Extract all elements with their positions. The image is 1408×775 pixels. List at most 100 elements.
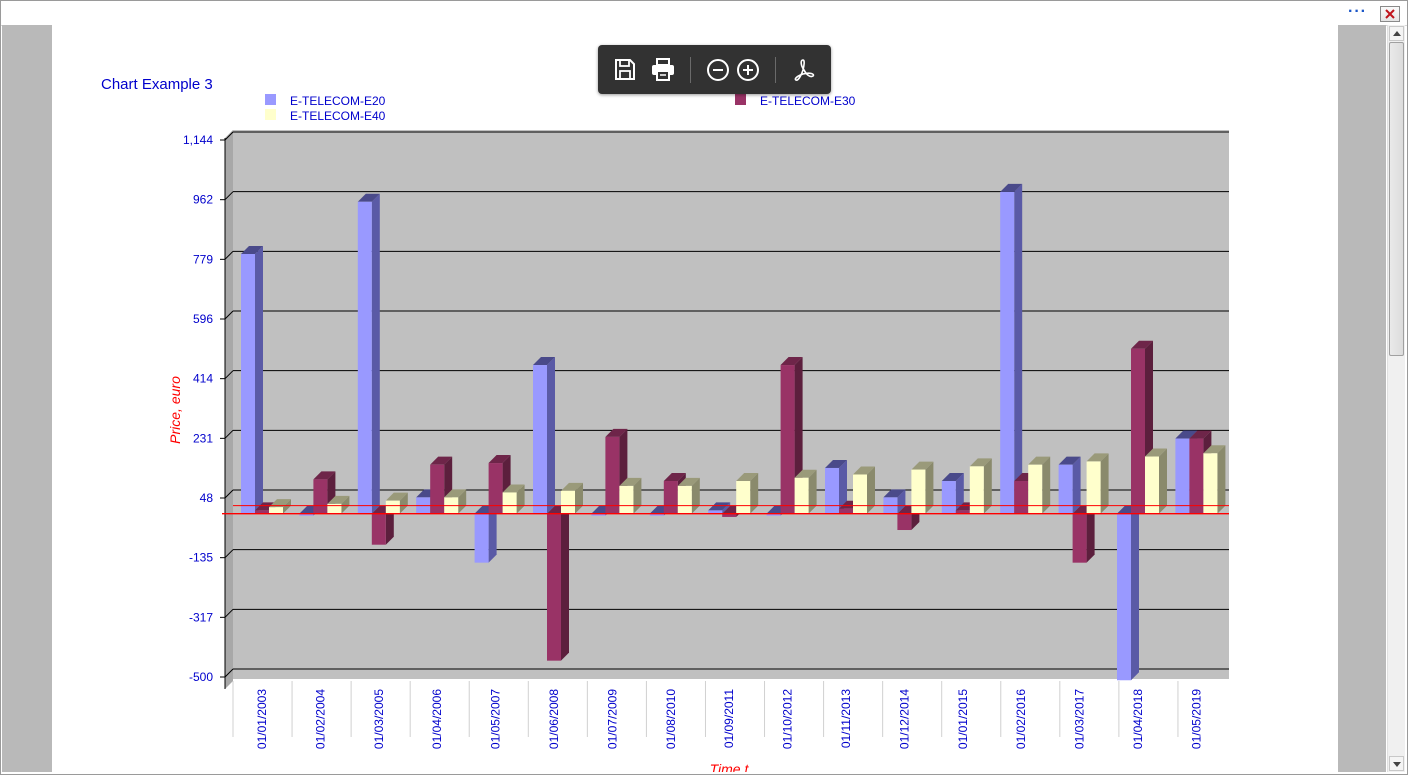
zoom-in-button[interactable]	[735, 57, 761, 83]
bar	[1000, 183, 1023, 514]
bar-top	[941, 473, 964, 482]
bar-top	[1145, 448, 1167, 457]
save-button[interactable]	[612, 57, 638, 83]
bar-side	[1131, 505, 1139, 681]
close-button[interactable]	[1380, 6, 1400, 22]
x-tick-label: 01/12/2014	[897, 689, 911, 749]
bar-front	[736, 481, 751, 514]
bar-top	[1086, 453, 1109, 462]
bar-front	[1058, 464, 1073, 514]
bar-top	[825, 459, 847, 468]
bar	[327, 495, 350, 514]
bar	[1086, 453, 1109, 514]
viewer-toolbar	[598, 45, 831, 94]
y-tick-label: 962	[193, 193, 213, 207]
x-tick-label: 01/04/2006	[430, 689, 444, 749]
bar-top	[1203, 445, 1226, 454]
bar-side	[255, 245, 263, 514]
bar-front	[357, 201, 372, 514]
scroll-thumb[interactable]	[1389, 42, 1404, 356]
bar-top	[969, 458, 992, 467]
bar-front	[897, 513, 912, 531]
bar-top	[444, 489, 467, 498]
bar	[969, 458, 992, 514]
bar-side	[750, 473, 759, 514]
x-tick-label: 01/03/2017	[1073, 689, 1087, 749]
bar-side	[1086, 505, 1095, 563]
bar	[385, 492, 408, 514]
bar-top	[663, 473, 686, 482]
y-tick-label: 414	[193, 372, 213, 386]
bar-top	[677, 477, 700, 486]
bar-side	[808, 469, 817, 514]
gridline-depth	[224, 549, 234, 559]
chart-title: Chart Example 3	[101, 76, 213, 93]
bar-side	[1014, 183, 1023, 514]
bar-top	[708, 502, 731, 511]
bar-side	[385, 505, 394, 545]
more-options-icon[interactable]: ···	[1348, 3, 1367, 20]
bar-front	[1117, 513, 1131, 681]
bar-front	[825, 467, 839, 514]
bar-side	[561, 505, 569, 661]
bar-side	[983, 458, 992, 514]
legend-swatch	[265, 94, 276, 105]
plot-background	[233, 130, 1229, 679]
bar-front	[371, 513, 386, 545]
toolbar-separator	[775, 57, 776, 83]
x-tick-label: 01/10/2012	[781, 689, 795, 749]
bar-front	[649, 513, 664, 516]
gridline-depth	[224, 668, 234, 678]
bar-front	[313, 479, 328, 514]
bar-front	[255, 510, 269, 514]
gridline-depth	[224, 310, 234, 320]
bar-front	[385, 500, 400, 514]
bar-front	[1014, 481, 1029, 514]
legend-label: E-TELECOM-E40	[290, 109, 386, 123]
y-tick-label: 596	[193, 312, 213, 326]
bar-front	[839, 508, 853, 514]
bar-front	[1072, 513, 1087, 563]
x-tick-label: 01/08/2010	[664, 689, 678, 749]
bar	[533, 357, 555, 514]
y-tick-label: 779	[193, 252, 213, 266]
bar-front	[766, 513, 781, 516]
bar-side	[897, 489, 906, 514]
bar	[1203, 445, 1226, 514]
gridline-depth	[224, 429, 234, 439]
vertical-scrollbar[interactable]	[1387, 25, 1405, 772]
scroll-up-button[interactable]	[1389, 26, 1404, 41]
bar-top	[502, 484, 525, 493]
legend-swatch	[735, 94, 746, 105]
bar-top	[385, 492, 408, 501]
bar-front	[677, 485, 692, 514]
save-icon	[615, 59, 635, 80]
chart-legend: E-TELECOM-E20 E-TELECOM-E30 E-TELECOM-E40	[265, 94, 856, 123]
scroll-down-button[interactable]	[1389, 756, 1404, 771]
bar-side	[691, 477, 700, 514]
title-bar: ···	[1, 1, 1407, 26]
plot-side-wall	[225, 130, 233, 689]
bar-side	[399, 492, 408, 514]
bar-front	[708, 510, 723, 514]
bar-front	[663, 481, 678, 514]
bar-front	[1145, 456, 1159, 514]
bar	[241, 245, 263, 514]
x-tick-label: 01/05/2019	[1189, 689, 1203, 749]
zoom-out-button[interactable]	[705, 57, 731, 83]
bar-top	[794, 469, 817, 478]
y-axis: 1,144 962 779 596 414 231 48 -135 -317 -500	[183, 133, 226, 689]
bar-top	[1175, 430, 1198, 439]
bar-front	[488, 463, 503, 514]
print-button[interactable]	[650, 57, 676, 83]
export-pdf-button[interactable]	[791, 57, 817, 83]
bar-top	[883, 489, 906, 498]
bar-front	[969, 466, 984, 514]
y-axis-title: Price, euro	[167, 376, 183, 444]
bar-front	[561, 490, 575, 514]
bar-side	[925, 461, 934, 514]
legend-label: E-TELECOM-E30	[760, 94, 856, 108]
x-tick-label: 01/11/2013	[839, 689, 853, 748]
x-tick-label: 01/05/2007	[489, 689, 503, 749]
